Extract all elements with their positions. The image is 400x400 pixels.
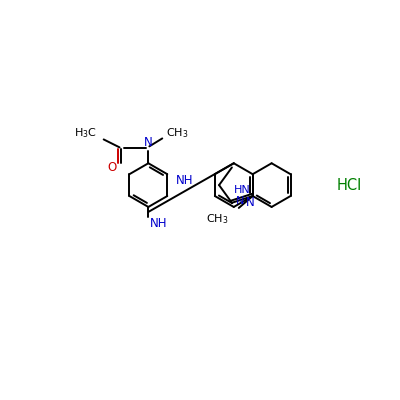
Text: O: O: [107, 161, 116, 174]
Text: CH$_3$: CH$_3$: [166, 126, 189, 140]
Text: CH$_3$: CH$_3$: [206, 212, 229, 226]
Text: N: N: [236, 196, 244, 206]
Text: HCl: HCl: [336, 178, 362, 193]
Text: H$_3$C: H$_3$C: [74, 126, 97, 140]
Text: NH: NH: [150, 217, 168, 230]
Text: N: N: [246, 196, 255, 210]
Text: HN: HN: [234, 185, 251, 195]
Text: NH: NH: [176, 174, 194, 187]
Text: N: N: [144, 136, 153, 149]
